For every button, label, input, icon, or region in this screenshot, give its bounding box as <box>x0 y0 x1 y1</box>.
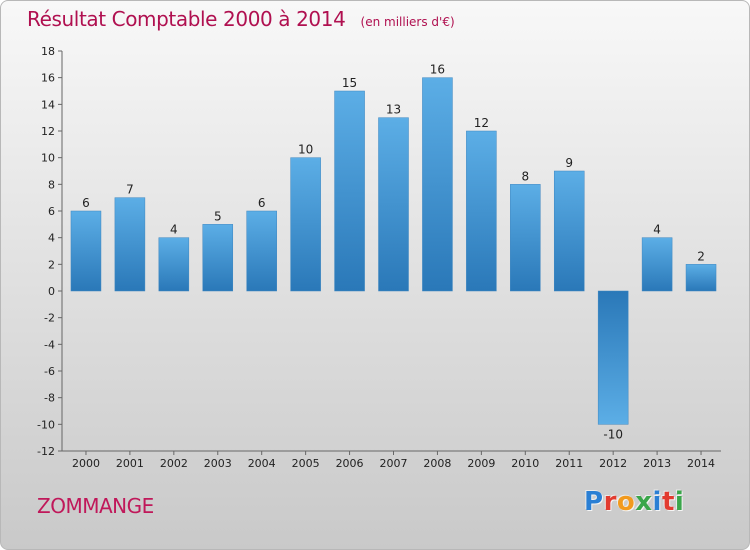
x-tick-label: 2009 <box>467 457 495 470</box>
chart-title: Résultat Comptable 2000 à 2014 (en milli… <box>27 7 455 31</box>
y-tick-label: -6 <box>44 365 55 378</box>
bar <box>378 117 409 292</box>
bar-value-label: 7 <box>126 183 134 197</box>
logo-letter: t <box>661 487 675 517</box>
bar <box>510 184 541 292</box>
x-tick-label: 2012 <box>599 457 627 470</box>
y-tick-label: 0 <box>48 285 55 298</box>
bar-value-label: 15 <box>342 76 357 90</box>
logo-letter: x <box>635 487 653 517</box>
bar-value-label: 6 <box>82 196 90 210</box>
x-tick-label: 2008 <box>423 457 451 470</box>
bar-value-label: 2 <box>697 249 705 263</box>
x-tick-label: 2001 <box>116 457 144 470</box>
y-tick-label: -8 <box>44 392 55 405</box>
x-tick-label: 2014 <box>687 457 715 470</box>
title-text: Résultat Comptable 2000 à 2014 <box>27 7 346 31</box>
x-tick-label: 2010 <box>511 457 539 470</box>
bar <box>597 290 629 425</box>
bar-value-label: -10 <box>603 427 623 441</box>
bar <box>685 264 717 292</box>
proxiti-logo: Proxiti <box>584 487 684 517</box>
y-tick-label: -12 <box>37 445 55 458</box>
bar-value-label: 5 <box>214 209 222 223</box>
bar <box>246 210 277 292</box>
bar <box>114 197 146 292</box>
bar <box>641 237 673 292</box>
y-tick-label: 18 <box>41 45 55 58</box>
logo-letter: P <box>584 487 604 517</box>
x-tick-label: 2000 <box>72 457 100 470</box>
y-tick-label: -2 <box>44 312 55 325</box>
x-tick-label: 2002 <box>160 457 188 470</box>
bar <box>70 210 102 292</box>
y-tick-label: 16 <box>41 72 55 85</box>
bar-value-label: 4 <box>170 223 178 237</box>
bar <box>290 157 321 292</box>
bar-value-label: 4 <box>653 223 661 237</box>
town-name: ZOMMANGE <box>37 494 154 518</box>
unit-note: (en milliers d'€) <box>360 15 455 29</box>
y-tick-label: -4 <box>44 338 55 351</box>
x-tick-label: 2004 <box>248 457 276 470</box>
bar-value-label: 8 <box>521 169 529 183</box>
x-tick-label: 2007 <box>380 457 408 470</box>
bar-value-label: 9 <box>565 156 573 170</box>
logo-letter: o <box>616 487 636 517</box>
y-tick-label: 12 <box>41 125 55 138</box>
y-tick-label: 2 <box>48 258 55 271</box>
bar <box>422 77 453 292</box>
bar-value-label: 10 <box>298 143 313 157</box>
y-tick-label: -10 <box>37 418 55 431</box>
bar <box>466 130 497 292</box>
y-tick-label: 4 <box>48 232 55 245</box>
y-tick-label: 14 <box>41 98 55 111</box>
bar <box>202 224 234 292</box>
x-tick-label: 2006 <box>336 457 364 470</box>
logo-letter: i <box>674 487 685 517</box>
bar-value-label: 16 <box>430 63 445 77</box>
bar-value-label: 13 <box>386 103 401 117</box>
x-tick-label: 2011 <box>555 457 583 470</box>
y-tick-label: 10 <box>41 152 55 165</box>
bar-value-label: 12 <box>474 116 489 130</box>
bar <box>158 237 190 292</box>
logo-letter: r <box>603 487 617 517</box>
x-tick-label: 2003 <box>204 457 232 470</box>
bar <box>334 90 365 292</box>
bar <box>553 170 585 292</box>
y-tick-label: 6 <box>48 205 55 218</box>
logo-letter: i <box>652 487 662 517</box>
x-tick-label: 2013 <box>643 457 671 470</box>
y-tick-label: 8 <box>48 178 55 191</box>
x-tick-label: 2005 <box>292 457 320 470</box>
bar-value-label: 6 <box>258 196 266 210</box>
